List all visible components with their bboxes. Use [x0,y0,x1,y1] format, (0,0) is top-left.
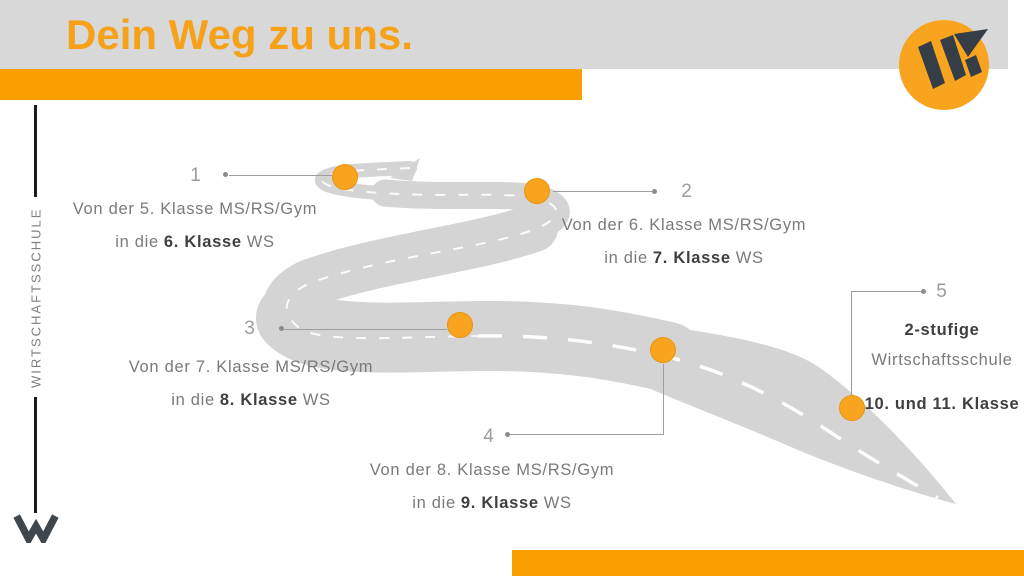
milestone-1-marker [332,164,358,190]
page-title: Dein Weg zu uns. [66,11,413,58]
milestone-4-line2: in die 9. Klasse WS [412,494,572,512]
sidebar-rail-line-bottom [34,397,37,513]
milestone-5-line3: 10. und 11. Klasse [864,395,1020,413]
milestone-5-number: 5 [936,281,948,302]
milestone-3-line2: in die 8. Klasse WS [171,391,331,409]
milestone-2-marker [524,178,550,204]
header-gray-band [0,0,1008,69]
milestone-3-text: Von der 7. Klasse MS/RS/Gym in die 8. Kla… [116,358,386,409]
w-school-logo-icon [899,20,989,110]
milestone-5-line2: Wirtschaftsschule [871,351,1013,369]
header-orange-band [0,69,582,100]
milestone-4-text: Von der 8. Klasse MS/RS/Gym in die 9. Kla… [356,461,628,512]
milestone-3-dot [279,326,284,331]
milestone-5-text: 2-stufige Wirtschaftsschule 10. und 11. … [856,321,1024,413]
milestone-4-connector-vertical [663,364,664,434]
w-glyph-icon [13,514,59,543]
milestone-4-connector [509,434,664,435]
footer-orange-band [512,550,1024,576]
milestone-3-line1: Von der 7. Klasse MS/RS/Gym [128,358,374,376]
sidebar-vertical-label: WIRTSCHAFTSSCHULE [28,207,44,389]
milestone-2-number: 2 [681,181,693,202]
milestone-2-connector [553,191,652,192]
milestone-1-line2: in die 6. Klasse WS [115,233,275,251]
milestone-5-dot [921,289,926,294]
milestone-1-dot [223,172,228,177]
milestone-1-number: 1 [190,165,202,186]
milestone-2-dot [652,189,657,194]
milestone-5-marker [839,395,865,421]
milestone-4-number: 4 [483,426,495,447]
milestone-3-number: 3 [244,318,256,339]
milestone-1-line1: Von der 5. Klasse MS/RS/Gym [72,200,318,218]
milestone-5-connector [852,291,922,292]
milestone-2-text: Von der 6. Klasse MS/RS/Gym in die 7. Kla… [552,216,816,267]
milestone-4-dot [505,432,510,437]
milestone-3-connector [284,329,447,330]
milestone-2-line1: Von der 6. Klasse MS/RS/Gym [561,216,807,234]
milestone-5-line1: 2-stufige [904,321,980,339]
milestone-4-line1: Von der 8. Klasse MS/RS/Gym [369,461,615,479]
milestone-1-text: Von der 5. Klasse MS/RS/Gym in die 6. Kla… [58,200,332,251]
milestone-1-connector [229,175,333,176]
milestone-5-connector-vertical [851,291,852,397]
milestone-4-marker [650,337,676,363]
milestone-2-line2: in die 7. Klasse WS [604,249,764,267]
sidebar-rail-line-top [34,105,37,197]
milestone-3-marker [447,312,473,338]
